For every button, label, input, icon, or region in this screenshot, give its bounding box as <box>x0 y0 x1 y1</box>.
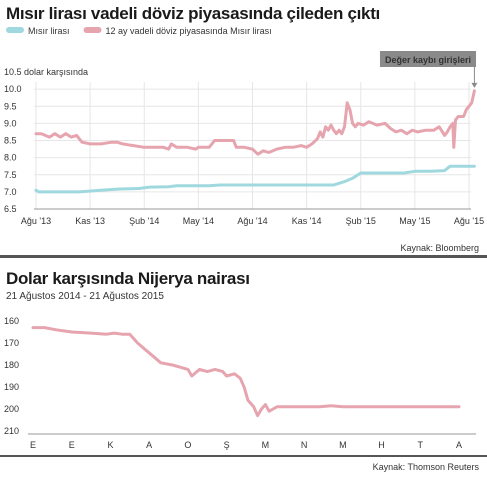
x-tick-label: Şub '14 <box>129 216 159 226</box>
x-tick-label: Ş <box>224 440 230 450</box>
x-tick-label: Ağu '15 <box>454 216 484 226</box>
x-tick-label: A <box>146 440 152 450</box>
y-tick-label: 8.5 <box>4 136 17 146</box>
y-tick-label: 180 <box>4 360 19 370</box>
annotation-text: Değer kaybı girişleri <box>385 55 471 65</box>
chart2-title: Dolar karşısında Nijerya nairası <box>6 269 250 288</box>
x-tick-label: M <box>339 440 347 450</box>
y-tick-label: 9.5 <box>4 101 17 111</box>
y-tick-label: 6.5 <box>4 204 17 214</box>
y-tick-label: 160 <box>4 316 19 326</box>
x-tick-label: Kas '13 <box>75 216 105 226</box>
series-line-1 <box>31 326 461 418</box>
y-tick-label: 7.0 <box>4 187 17 197</box>
legend-swatch-1 <box>6 27 24 33</box>
x-tick-label: M <box>262 440 270 450</box>
x-tick-label: Ağu '13 <box>21 216 51 226</box>
x-tick-label: May '14 <box>183 216 214 226</box>
annotation-arrow <box>471 82 478 88</box>
x-tick-label: Kas '14 <box>292 216 322 226</box>
series-line-1 <box>34 164 476 194</box>
x-tick-label: H <box>378 440 385 450</box>
x-tick-label: E <box>30 440 36 450</box>
x-tick-label: Ağu '14 <box>237 216 267 226</box>
chart2-svg: 160 170 180 190 200 210 E E K A O Ş M N M H T A <box>4 316 476 450</box>
y-tick-label: 9.0 <box>4 118 17 128</box>
chart2-source: Kaynak: Thomson Reuters <box>372 462 479 472</box>
y-axis-label: 10.5 dolar karşısında <box>4 67 88 77</box>
x-tick-label: N <box>301 440 308 450</box>
x-tick-label: E <box>69 440 75 450</box>
y-tick-label: 200 <box>4 404 19 414</box>
y-tick-label: 7.5 <box>4 170 17 180</box>
chart1-svg: 6.5 7.0 7.5 8.0 8.5 9.0 9.5 10.0 10.5 dolar karş… <box>4 26 484 226</box>
section-divider-bottom <box>0 455 487 457</box>
y-tick-label: 210 <box>4 426 19 436</box>
legend-label-2: 12 ay vadeli döviz piyasasında Mısır lir… <box>106 26 272 36</box>
legend-label-1: Mısır lirası <box>28 26 70 36</box>
y-tick-label: 10.0 <box>4 84 22 94</box>
annotation-box <box>379 51 477 67</box>
x-tick-label: Şub '15 <box>346 216 376 226</box>
y-tick-label: 190 <box>4 382 19 392</box>
x-tick-label: K <box>107 440 113 450</box>
y-tick-label: 170 <box>4 338 19 348</box>
chart1-title: Mısır lirası vadeli döviz piyasasında çi… <box>6 4 380 23</box>
chart2-subtitle: 21 Ağustos 2014 - 21 Ağustos 2015 <box>6 291 164 302</box>
x-tick-label: May '15 <box>399 216 430 226</box>
legend-swatch-2 <box>83 27 102 33</box>
y-tick-label: 8.0 <box>4 153 17 163</box>
x-tick-label: A <box>456 440 462 450</box>
x-tick-label: O <box>184 440 191 450</box>
x-tick-label: T <box>418 440 424 450</box>
section-divider <box>0 255 487 258</box>
chart1-source: Kaynak: Bloomberg <box>400 243 479 253</box>
series-line-2 <box>34 89 476 156</box>
